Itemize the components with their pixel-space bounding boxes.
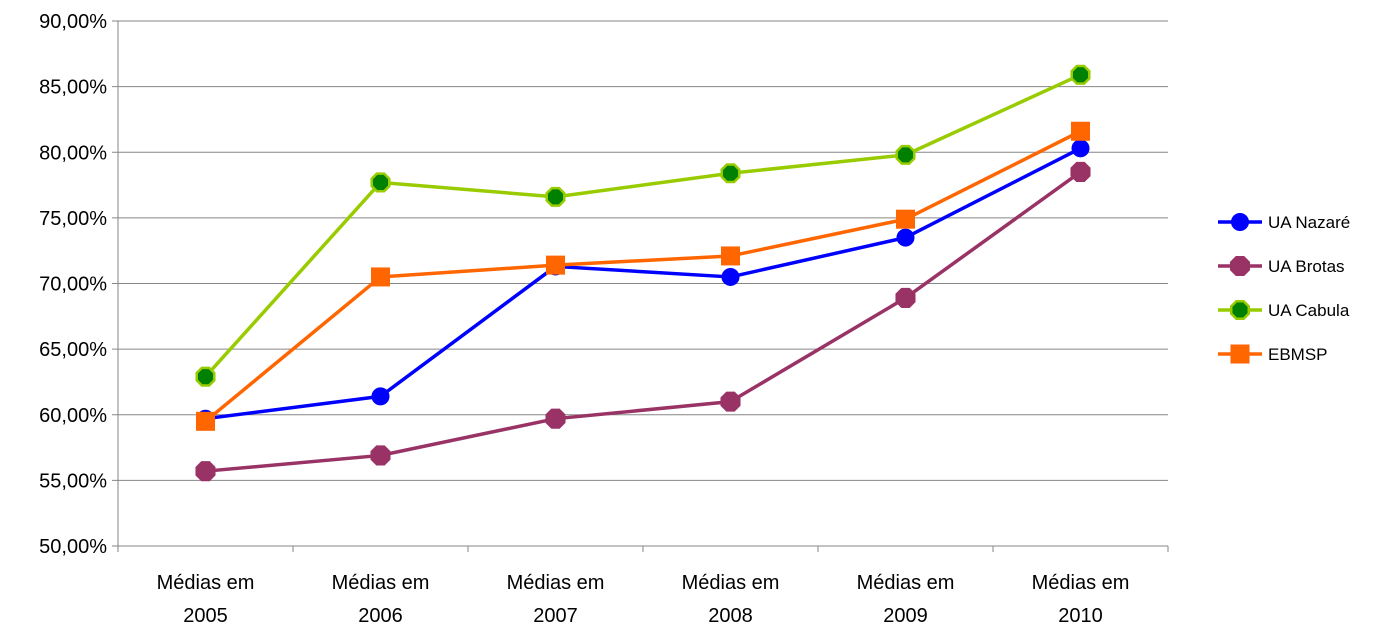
legend-swatch-marker — [1231, 345, 1249, 363]
data-point — [197, 412, 215, 430]
y-tick-label: 85,00% — [39, 77, 107, 99]
data-point — [722, 247, 740, 265]
x-tick-label: 2008 — [708, 605, 753, 627]
data-point — [372, 268, 390, 286]
y-tick-label: 50,00% — [39, 536, 107, 558]
data-point — [547, 188, 565, 206]
y-tick-label: 55,00% — [39, 470, 107, 492]
x-tick-label: Médias em — [682, 572, 780, 594]
y-tick-label: 80,00% — [39, 142, 107, 164]
x-tick-label: 2005 — [183, 605, 228, 627]
x-tick-label: 2010 — [1058, 605, 1103, 627]
y-tick-label: 60,00% — [39, 405, 107, 427]
legend-swatch-marker — [1231, 301, 1249, 319]
data-point — [372, 174, 390, 192]
data-point — [1072, 163, 1090, 181]
legend-swatch-marker — [1231, 257, 1249, 275]
x-tick-label: 2007 — [533, 605, 578, 627]
x-tick-label: Médias em — [857, 572, 955, 594]
data-point — [1072, 122, 1090, 140]
legend-item: EBMSP — [1218, 345, 1328, 364]
legend-item: UA Brotas — [1218, 257, 1345, 276]
data-point — [547, 256, 565, 274]
y-tick-label: 70,00% — [39, 274, 107, 296]
legend-label: UA Brotas — [1268, 257, 1345, 276]
data-point — [1072, 140, 1089, 157]
y-tick-label: 65,00% — [39, 339, 107, 361]
data-point — [897, 210, 915, 228]
legend-label: UA Cabula — [1268, 301, 1350, 320]
data-point — [897, 289, 915, 307]
y-tick-labels: 50,00% 55,00% 60,00% 65,00% 70,00% 75,00% 80,0… — [39, 11, 107, 558]
data-point — [897, 229, 914, 246]
legend-item: UA Nazaré — [1218, 213, 1350, 232]
data-point — [197, 368, 215, 386]
data-point — [897, 146, 915, 164]
x-tick-label: Médias em — [332, 572, 430, 594]
y-tick-label: 90,00% — [39, 11, 107, 33]
data-point — [722, 393, 740, 411]
x-tick-label: Médias em — [157, 572, 255, 594]
x-tick-label: 2006 — [358, 605, 403, 627]
legend-label: UA Nazaré — [1268, 213, 1350, 232]
x-tick-label: Médias em — [507, 572, 605, 594]
legend-label: EBMSP — [1268, 345, 1328, 364]
data-point — [372, 447, 390, 465]
data-point — [372, 388, 389, 405]
legend-swatch-marker — [1232, 214, 1249, 231]
x-tick-label: 2009 — [883, 605, 928, 627]
data-point — [547, 410, 565, 428]
data-point — [722, 268, 739, 285]
data-point — [197, 462, 215, 480]
x-tick-label: Médias em — [1032, 572, 1130, 594]
y-tick-label: 75,00% — [39, 208, 107, 230]
legend-item: UA Cabula — [1218, 301, 1350, 320]
data-point — [722, 164, 740, 182]
data-point — [1072, 66, 1090, 84]
